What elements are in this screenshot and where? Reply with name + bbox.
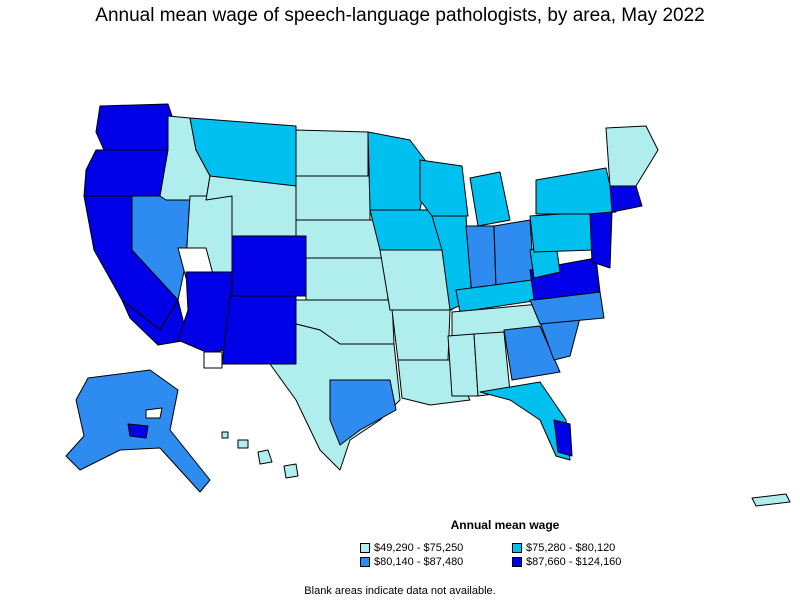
region-nebraska — [295, 219, 385, 259]
region-kansas — [305, 257, 389, 301]
region-new-england — [605, 125, 659, 187]
legend-item: $75,280 - $80,120 — [512, 542, 662, 554]
region-florida-south — [553, 419, 573, 457]
region-northeast — [529, 125, 659, 269]
region-alaska-blank — [145, 407, 163, 419]
region-oregon — [83, 149, 169, 197]
region-texas-gulf — [329, 379, 397, 446]
region-alabama — [473, 331, 511, 397]
region-florida — [479, 381, 571, 461]
region-new-york — [535, 167, 617, 215]
region-georgia — [503, 325, 561, 381]
map-title: Annual mean wage of speech-language path… — [95, 5, 705, 26]
region-arkansas — [391, 309, 451, 361]
legend-item: $87,660 - $124,160 — [512, 556, 662, 568]
region-north-dakota — [295, 129, 369, 177]
region-new-mexico — [221, 295, 297, 365]
region-wisconsin — [419, 159, 469, 217]
region-colorado — [231, 235, 307, 297]
region-midwest — [419, 159, 545, 337]
legend-title: Annual mean wage — [450, 518, 560, 532]
legend-swatch — [360, 543, 370, 553]
region-mississippi — [447, 333, 479, 397]
legend-label: $80,140 - $87,480 — [374, 556, 464, 568]
legend-label: $87,660 - $124,160 — [526, 556, 622, 568]
region-puerto-rico-island — [751, 493, 791, 507]
region-hawaii — [221, 431, 299, 479]
legend-item: $80,140 - $87,480 — [360, 556, 512, 568]
region-washington — [95, 103, 173, 151]
legend-label: $75,280 - $80,120 — [526, 542, 616, 554]
region-west — [83, 115, 307, 369]
region-south-dakota — [295, 175, 371, 221]
region-mid-atlantic — [589, 211, 613, 269]
region-arizona — [177, 271, 233, 353]
region-pacific-northwest — [83, 103, 173, 197]
region-ohio — [493, 219, 535, 287]
legend-label: $49,290 - $75,250 — [374, 542, 464, 554]
legend-swatch — [360, 557, 370, 567]
region-puerto-rico — [751, 493, 791, 507]
region-michigan — [469, 171, 511, 227]
region-arizona-blank — [203, 351, 223, 369]
legend: Annual mean wage $49,290 - $75,250 $75,2… — [360, 518, 680, 568]
legend-swatch — [512, 543, 522, 553]
legend-items: $49,290 - $75,250 $75,280 - $80,120 $80,… — [360, 542, 680, 568]
region-minnesota — [367, 131, 429, 211]
legend-swatch — [512, 557, 522, 567]
region-alaska-south — [127, 423, 149, 439]
region-alaska — [65, 369, 211, 493]
region-pennsylvania — [529, 211, 595, 253]
region-missouri — [379, 249, 453, 311]
footnote: Blank areas indicate data not available. — [304, 585, 496, 597]
region-new-england-south — [609, 185, 643, 213]
region-iowa — [369, 209, 443, 251]
region-south — [447, 243, 605, 461]
region-hawaii-islands — [221, 431, 299, 479]
legend-item: $49,290 - $75,250 — [360, 542, 512, 554]
